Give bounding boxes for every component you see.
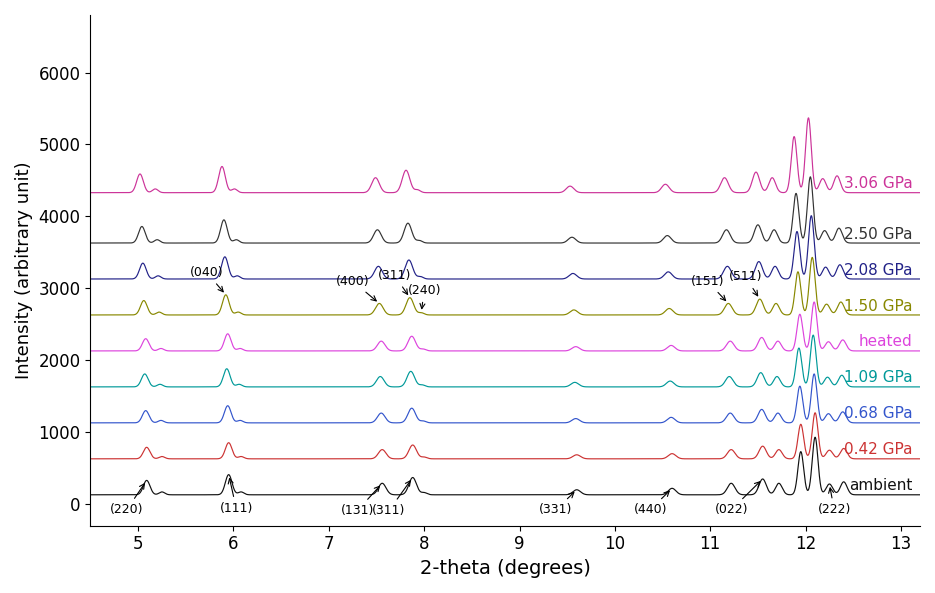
Text: 0.42 GPa: 0.42 GPa — [844, 442, 913, 457]
Text: (331): (331) — [539, 493, 574, 517]
Text: (400): (400) — [336, 275, 376, 301]
Text: 1.09 GPa: 1.09 GPa — [843, 371, 913, 385]
Text: (220): (220) — [110, 484, 144, 517]
Text: 1.50 GPa: 1.50 GPa — [844, 298, 913, 314]
Text: 3.06 GPa: 3.06 GPa — [843, 176, 913, 191]
Text: (151): (151) — [691, 275, 726, 301]
Text: heated: heated — [858, 334, 913, 349]
Text: (040): (040) — [190, 266, 223, 292]
X-axis label: 2-theta (degrees): 2-theta (degrees) — [420, 559, 591, 578]
Text: (511): (511) — [728, 270, 762, 296]
Text: (131): (131) — [340, 486, 380, 517]
Text: (240): (240) — [408, 284, 441, 308]
Text: 2.50 GPa: 2.50 GPa — [844, 227, 913, 241]
Text: (222): (222) — [817, 488, 851, 517]
Text: ambient: ambient — [849, 479, 913, 493]
Text: 0.68 GPa: 0.68 GPa — [843, 406, 913, 422]
Text: (440): (440) — [633, 491, 669, 517]
Text: (311): (311) — [372, 481, 410, 517]
Text: (311): (311) — [378, 269, 411, 294]
Y-axis label: Intensity (arbitrary unit): Intensity (arbitrary unit) — [15, 161, 33, 379]
Text: (111): (111) — [220, 479, 253, 515]
Text: (022): (022) — [714, 482, 760, 517]
Text: 2.08 GPa: 2.08 GPa — [844, 263, 913, 278]
